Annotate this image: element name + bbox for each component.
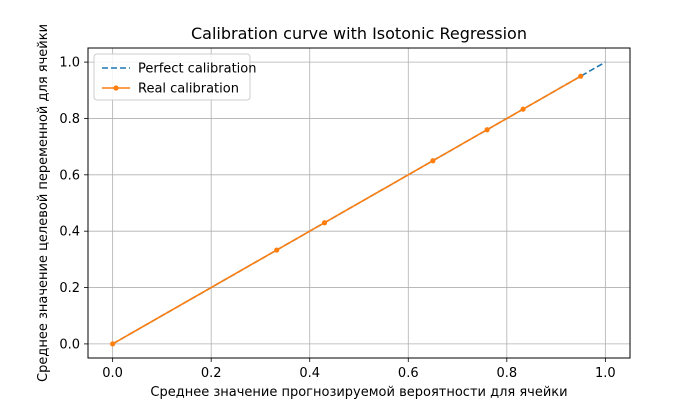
legend-marker-1 <box>113 85 119 91</box>
ticks: 0.0 0.2 0.4 0.6 0.8 1.0 0.0 0.2 0.4 0.6 0.8 1.0 <box>59 56 615 381</box>
series-line-1 <box>112 75 582 345</box>
data-point <box>484 127 490 133</box>
legend-label-0: Perfect calibration <box>138 62 256 77</box>
x-tick-label: 0.2 <box>201 366 222 381</box>
y-tick-label: 0.4 <box>59 225 80 240</box>
series-layer <box>110 61 606 347</box>
y-tick-label: 0.6 <box>59 168 80 183</box>
legend: Perfect calibration Real calibration <box>93 53 256 101</box>
data-point <box>274 247 280 253</box>
data-point <box>578 73 584 79</box>
y-tick-label: 0.0 <box>59 337 80 352</box>
x-tick-label: 1.0 <box>595 366 616 381</box>
legend-box <box>93 53 251 101</box>
data-point <box>110 341 116 347</box>
y-axis-label: Среднее значение целевой переменной для … <box>36 24 51 382</box>
x-tick-label: 0.8 <box>496 366 517 381</box>
plot-frame <box>87 47 631 359</box>
data-point <box>520 106 526 112</box>
chart-title: Calibration curve with Isotonic Regressi… <box>191 24 527 43</box>
y-tick-label: 1.0 <box>59 56 80 71</box>
y-tick-label: 0.8 <box>59 112 80 127</box>
data-point <box>430 158 436 164</box>
legend-label-1: Real calibration <box>138 82 239 97</box>
x-tick-label: 0.6 <box>398 366 419 381</box>
x-axis-label: Среднее значение прогнозируемой вероятно… <box>150 385 567 400</box>
y-tick-label: 0.2 <box>59 281 80 296</box>
data-point <box>321 220 328 226</box>
x-tick-label: 0.4 <box>299 366 320 381</box>
x-tick-label: 0.0 <box>102 366 123 381</box>
